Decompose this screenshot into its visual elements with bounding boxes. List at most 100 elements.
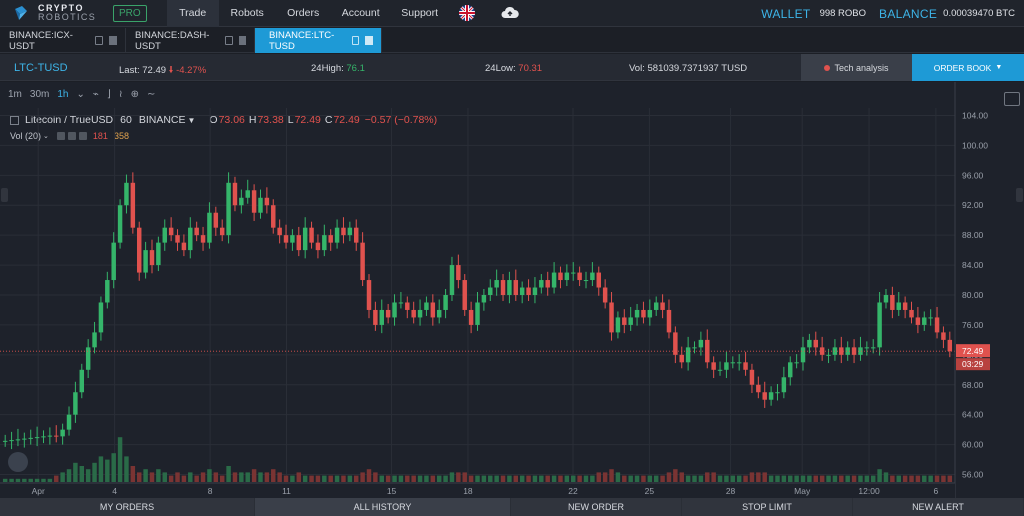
new-order-button[interactable]: NEW ORDER <box>511 498 682 516</box>
tab-icx-usdt[interactable]: BINANCE:ICX-USDT <box>0 28 126 53</box>
volume-bar <box>934 475 940 482</box>
new-alert-button[interactable]: NEW ALERT <box>853 498 1024 516</box>
close-icon[interactable] <box>238 36 246 45</box>
interval-30m[interactable]: 30m <box>29 88 50 100</box>
nav-support[interactable]: Support <box>401 7 439 19</box>
vol-close-icon[interactable] <box>78 132 87 140</box>
bar-style-icon[interactable]: ⌁ <box>92 88 99 100</box>
interval-dropdown-icon[interactable]: ⌄ <box>76 88 85 100</box>
volume-bar <box>251 469 257 482</box>
volume-bar <box>468 475 474 482</box>
vol-dropdown-icon[interactable]: ⌄ <box>43 133 49 140</box>
copy-icon[interactable] <box>351 36 360 45</box>
candle-body <box>175 235 180 243</box>
nav-robots[interactable]: Robots <box>230 7 264 19</box>
collapse-icon[interactable] <box>10 115 19 125</box>
copy-icon[interactable] <box>224 36 233 45</box>
volume-bar <box>890 475 895 482</box>
volume-bar <box>398 475 404 482</box>
close-icon[interactable] <box>109 36 117 45</box>
volume-bar <box>609 469 614 482</box>
volume-bar <box>283 475 289 482</box>
candle-body <box>54 435 59 437</box>
tech-analysis-button[interactable]: Tech analysis <box>801 54 912 81</box>
pro-badge: PRO <box>113 4 147 22</box>
vol-settings-icon[interactable] <box>67 132 76 140</box>
price-chart[interactable]: 104.00 100.00 96.00 92.00 88.00 84.00 80.00 76.… <box>0 82 1024 498</box>
candle-body <box>781 377 787 393</box>
vol-eye-icon[interactable] <box>56 132 65 140</box>
candle-body <box>539 280 544 288</box>
volume-bar <box>507 475 512 482</box>
candle-body <box>143 250 148 273</box>
time-tick-label: 28 <box>726 486 736 496</box>
volume-bar <box>736 475 742 482</box>
volume-bar <box>417 475 423 482</box>
time-tick-label: 4 <box>112 486 117 496</box>
vol-label: Vol: <box>629 63 645 74</box>
time-tick-label: 25 <box>645 486 655 496</box>
candle-body <box>15 439 21 441</box>
volume-bar <box>941 475 946 482</box>
all-history-button[interactable]: ALL HISTORY <box>255 498 511 516</box>
close-icon[interactable] <box>365 36 373 45</box>
volume-bar <box>149 472 155 482</box>
indicators-icon[interactable]: ≀ <box>118 88 123 100</box>
uk-flag-icon[interactable] <box>458 5 475 21</box>
volume-bar <box>105 459 110 482</box>
nav-trade[interactable]: Trade <box>166 0 219 27</box>
chart-area[interactable]: 1m 30m 1h ⌄ ⌁ ⌋ ≀ ⊕ ∼ Litecoin / TrueUSD… <box>0 82 1024 498</box>
volume-bar <box>405 475 410 482</box>
candle-body <box>251 190 257 213</box>
tab-label: BINANCE:DASH-USDT <box>135 29 210 52</box>
add-icon[interactable]: ⊕ <box>130 88 139 100</box>
right-panel-arrow-icon[interactable] <box>1016 188 1023 202</box>
tab-ltc-tusd[interactable]: BINANCE:LTC-TUSD <box>255 28 382 53</box>
nav-account[interactable]: Account <box>341 7 380 19</box>
legend-change: −0.57 (−0.78%) <box>364 114 438 126</box>
volume-bar <box>475 475 480 482</box>
candle-body <box>41 436 46 438</box>
candle-body <box>232 182 238 206</box>
chart-logo-icon[interactable] <box>8 452 28 472</box>
price-tick-label: 68.00 <box>962 380 984 390</box>
nav-orders[interactable]: Orders <box>287 7 320 19</box>
volume-bar <box>334 475 340 482</box>
volume-bar <box>832 475 838 482</box>
interval-1m[interactable]: 1m <box>8 88 22 100</box>
volume-bar <box>360 472 365 482</box>
price-tick-label: 92.00 <box>962 200 984 210</box>
left-panel-arrow-icon[interactable] <box>1 188 8 202</box>
volume-bar <box>117 437 123 482</box>
legend-close: 72.49 <box>333 114 360 126</box>
candle-body <box>449 265 455 295</box>
compare-icon[interactable]: ∼ <box>146 88 156 100</box>
candle-body <box>666 309 672 333</box>
candle-body <box>615 317 621 333</box>
volume-bar <box>647 475 653 482</box>
volume-bar <box>870 475 876 482</box>
volume-bar <box>558 475 563 482</box>
volume-bar <box>494 475 499 482</box>
volume-bar <box>66 469 72 482</box>
cloud-upload-icon[interactable] <box>501 6 519 20</box>
volume-bar <box>615 472 621 482</box>
order-book-button[interactable]: ORDER BOOK ▼ <box>912 54 1024 81</box>
price-tick-label: 88.00 <box>962 230 984 240</box>
volume-bar <box>679 472 684 482</box>
interval-1h[interactable]: 1h <box>57 88 69 100</box>
candle-style-icon[interactable]: ⌋ <box>106 88 111 100</box>
copy-icon[interactable] <box>94 36 103 45</box>
my-orders-button[interactable]: MY ORDERS <box>0 498 255 516</box>
volume-bar <box>749 472 755 482</box>
legend-interval: 60 <box>120 114 132 126</box>
volume-bar <box>188 472 193 482</box>
volume-bars <box>2 437 953 482</box>
tab-dash-usdt[interactable]: BINANCE:DASH-USDT <box>126 28 255 53</box>
stop-limit-button[interactable]: STOP LIMIT <box>682 498 853 516</box>
legend-dropdown-icon[interactable]: ▼ <box>187 115 196 125</box>
candle-body <box>468 309 474 325</box>
logo[interactable]: CRYPTO ROBOTICS <box>13 4 103 22</box>
price-tick-label: 104.00 <box>962 110 988 120</box>
watchlist-icon[interactable] <box>1004 92 1020 106</box>
